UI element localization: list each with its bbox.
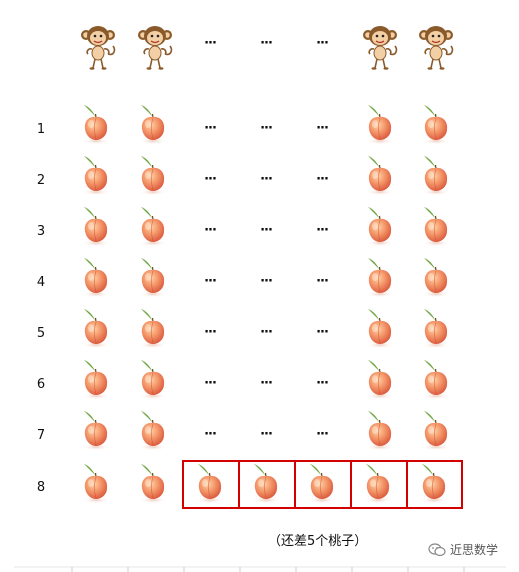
ellipsis: ··· — [204, 376, 217, 391]
peach-icon — [80, 155, 112, 197]
peach-icon — [137, 257, 169, 299]
peach-icon — [420, 104, 452, 146]
ellipsis: ··· — [204, 427, 217, 442]
row-label: 6 — [36, 377, 46, 392]
monkey-icon — [135, 24, 175, 70]
ellipsis: ··· — [260, 376, 273, 391]
ellipsis: ··· — [204, 223, 217, 238]
ellipsis: ··· — [260, 427, 273, 442]
row-label: 3 — [36, 224, 46, 239]
monkey-icon — [360, 24, 400, 70]
peach-icon — [137, 155, 169, 197]
monkey-icon — [78, 24, 118, 70]
peach-icon — [137, 463, 169, 505]
peach-icon — [364, 155, 396, 197]
highlight-box — [182, 460, 240, 509]
peach-icon — [364, 359, 396, 401]
highlight-box — [294, 460, 352, 509]
peach-icon — [80, 308, 112, 350]
ellipsis: ··· — [204, 36, 217, 51]
highlight-box — [238, 460, 296, 509]
ellipsis: ··· — [260, 223, 273, 238]
peach-icon — [80, 257, 112, 299]
peach-icon — [420, 359, 452, 401]
highlight-box — [406, 460, 463, 509]
peach-icon — [364, 206, 396, 248]
ellipsis: ··· — [316, 223, 329, 238]
peach-icon — [420, 308, 452, 350]
peach-icon — [137, 308, 169, 350]
ellipsis: ··· — [260, 172, 273, 187]
row-label: 2 — [36, 173, 46, 188]
ellipsis: ··· — [204, 274, 217, 289]
peach-icon — [80, 463, 112, 505]
peach-icon — [420, 410, 452, 452]
peach-icon — [137, 410, 169, 452]
ellipsis: ··· — [204, 172, 217, 187]
peach-icon — [137, 104, 169, 146]
ellipsis: ··· — [204, 121, 217, 136]
watermark: 近思数学 — [428, 541, 498, 558]
peach-icon — [80, 410, 112, 452]
peach-icon — [364, 257, 396, 299]
peach-icon — [364, 104, 396, 146]
peach-icon — [137, 359, 169, 401]
ellipsis: ··· — [316, 36, 329, 51]
highlight-box — [350, 460, 408, 509]
ellipsis: ··· — [316, 376, 329, 391]
row-label: 7 — [36, 428, 46, 443]
bottom-ruler — [14, 566, 506, 572]
peach-icon — [364, 410, 396, 452]
ellipsis: ··· — [204, 325, 217, 340]
wechat-icon — [428, 542, 446, 557]
peach-icon — [420, 155, 452, 197]
ellipsis: ··· — [316, 427, 329, 442]
ellipsis: ··· — [260, 36, 273, 51]
peach-icon — [364, 308, 396, 350]
peach-icon — [80, 104, 112, 146]
ellipsis: ··· — [260, 121, 273, 136]
peach-icon — [80, 359, 112, 401]
row-label: 5 — [36, 326, 46, 341]
ellipsis: ··· — [316, 325, 329, 340]
ellipsis: ··· — [260, 325, 273, 340]
ellipsis: ··· — [316, 121, 329, 136]
row-label: 8 — [36, 480, 46, 495]
peach-icon — [80, 206, 112, 248]
row-label: 1 — [36, 122, 46, 137]
caption: （还差5个桃子） — [268, 534, 368, 549]
monkey-icon — [416, 24, 456, 70]
peach-icon — [420, 257, 452, 299]
row-label: 4 — [36, 275, 46, 290]
peach-icon — [420, 206, 452, 248]
ellipsis: ··· — [316, 172, 329, 187]
ellipsis: ··· — [316, 274, 329, 289]
peach-icon — [137, 206, 169, 248]
watermark-text: 近思数学 — [450, 543, 499, 557]
ellipsis: ··· — [260, 274, 273, 289]
